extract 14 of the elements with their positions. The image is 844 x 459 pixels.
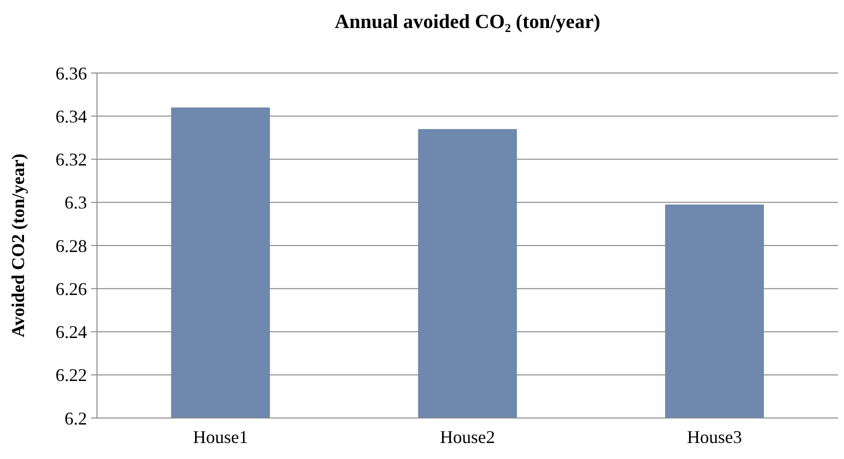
y-tick-label: 6.28 [56,236,87,256]
chart-title: Annual avoided CO₂ (ton/year) [334,11,600,33]
x-tick-label: House3 [687,427,742,447]
y-tick-label: 6.3 [64,192,87,213]
y-tick-label: 6.34 [56,106,87,126]
x-tick-label: House1 [193,427,248,447]
y-tick-label: 6.26 [56,278,87,299]
y-tick-label: 6.36 [56,63,87,84]
y-tick-label: 6.32 [56,150,87,170]
y-tick-label: 6.2 [64,408,87,428]
y-axis-title: Avoided CO2 (ton/year) [8,154,28,338]
x-tick-label: House2 [440,427,495,447]
y-tick-label: 6.24 [56,322,87,342]
y-tick-label: 6.22 [56,365,87,386]
